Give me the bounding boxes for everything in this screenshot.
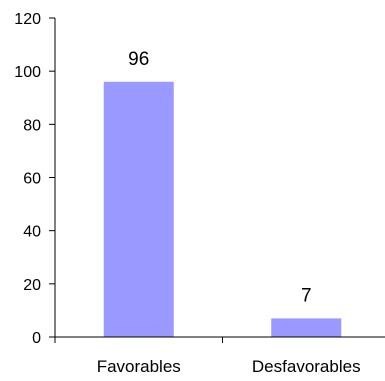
y-tick-label: 0 bbox=[32, 330, 41, 347]
bar-desfavorables bbox=[271, 318, 342, 337]
y-tick-label: 80 bbox=[23, 117, 41, 134]
y-tick-label: 60 bbox=[23, 171, 41, 188]
category-label-favorables: Favorables bbox=[97, 357, 181, 376]
data-label-desfavorables: 7 bbox=[301, 285, 312, 306]
category-label-desfavorables: Desfavorables bbox=[252, 357, 361, 376]
y-tick-label: 40 bbox=[23, 224, 41, 241]
y-tick-label: 20 bbox=[23, 277, 41, 294]
y-tick-label: 100 bbox=[14, 64, 41, 81]
bar-favorables bbox=[103, 81, 174, 337]
y-tick-label: 120 bbox=[14, 11, 41, 28]
data-label-favorables: 96 bbox=[128, 49, 149, 70]
